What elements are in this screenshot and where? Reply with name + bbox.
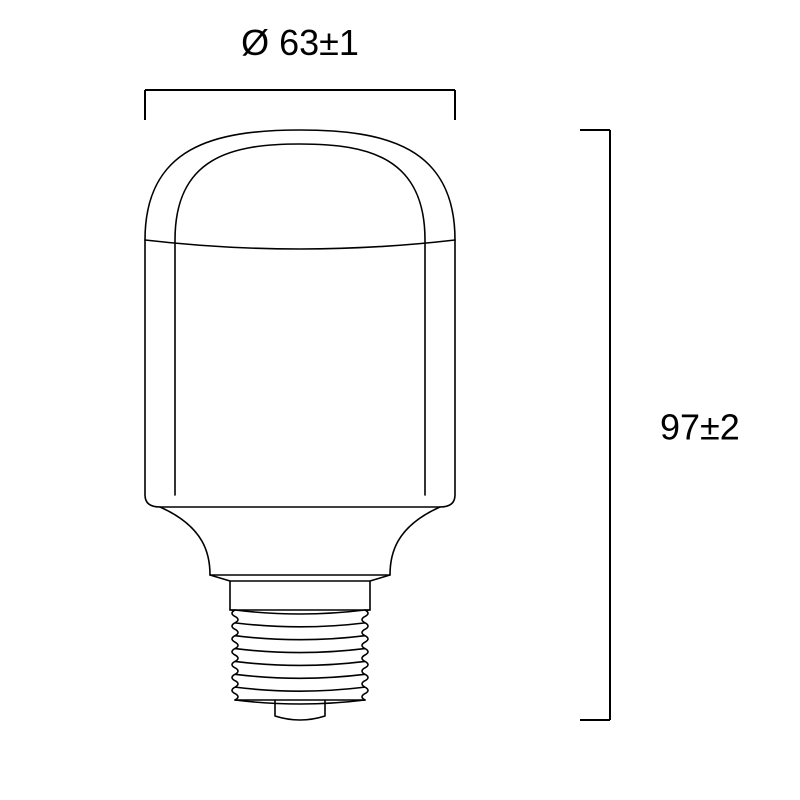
contact-tip: [235, 700, 365, 720]
dimension-top: Ø 63±1: [145, 22, 455, 120]
diameter-label: Ø 63±1: [241, 22, 359, 63]
bulb-outer-path: [145, 130, 455, 507]
bulb-technical-drawing: Ø 63±1 97±2: [0, 0, 800, 800]
neck-path: [160, 507, 440, 575]
screw-thread: [230, 610, 370, 704]
bulb-outline: [145, 130, 455, 720]
bulb-inner-path: [175, 144, 425, 495]
dimension-right: 97±2: [580, 130, 740, 720]
height-label: 97±2: [660, 407, 740, 448]
collar-path: [210, 575, 390, 610]
dome-separator: [145, 240, 455, 249]
